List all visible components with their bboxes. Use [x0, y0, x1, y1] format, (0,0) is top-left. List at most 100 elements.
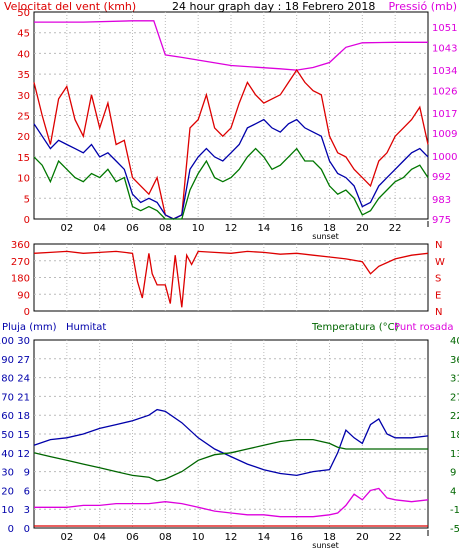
humidity-x-tick-label: 04 [93, 532, 106, 543]
temperature-y-tick-label: 4 [450, 486, 456, 497]
temperature-y-tick-label: 18 [450, 430, 459, 441]
humidity-x-tick-label: 08 [159, 532, 172, 543]
temperature-y-tick-label: 36 [450, 355, 459, 366]
direction-y-tick-label: 360 [11, 240, 30, 251]
wind-y-tick-label: 30 [17, 91, 30, 102]
temperature-y-tick-label: -5 [450, 524, 459, 535]
wind-gust-line [33, 68, 429, 220]
temperature-y-tick-label: -1 [450, 505, 459, 516]
direction-grid [34, 244, 428, 311]
wind-axis-title: Velocitat del vent (kmh) [4, 0, 136, 13]
humidity-series-layer [33, 408, 429, 527]
rain-y-tick-label: 9 [24, 468, 30, 479]
pressure-y-tick-label: 1000 [432, 152, 457, 163]
temperature-y-tick-label: 13 [450, 449, 459, 460]
pressure-y-tick-label: 975 [432, 215, 451, 226]
rain-y-tick-label: 21 [17, 392, 30, 403]
wind-x-tick-label: 22 [389, 223, 402, 234]
humidity-x-tick-label: 16 [290, 532, 303, 543]
wind-y-tick-label: 10 [17, 174, 30, 185]
tick-labels-layer: 0510152025303540455097598399210001009101… [0, 8, 459, 550]
rain-y-tick-label: 15 [17, 430, 30, 441]
compass-tick-label: S [435, 274, 441, 285]
humidity-axis-title: Humitat [66, 322, 106, 333]
humidity-line [33, 408, 429, 477]
humidity-y-tick-label: 30 [1, 468, 14, 479]
pressure-y-tick-label: 1017 [432, 109, 457, 120]
dewpoint-axis-title: Punt rosada [394, 322, 453, 333]
wind-low-line [33, 147, 429, 220]
wind-x-tick-label: 02 [60, 223, 73, 234]
wind-y-tick-label: 50 [17, 8, 30, 19]
direction-series-layer [33, 250, 429, 308]
wind-y-tick-label: 25 [17, 112, 30, 123]
temperature-line [33, 438, 428, 482]
direction-y-tick-label: 0 [24, 307, 30, 318]
temperature-y-tick-label: 31 [450, 374, 459, 385]
humidity-x-tick-label: 10 [192, 532, 205, 543]
wind-x-tick-label: 14 [257, 223, 270, 234]
humidity-y-tick-label: 40 [1, 449, 14, 460]
compass-tick-label: E [435, 290, 441, 301]
wind-x-tick-label: 06 [126, 223, 139, 234]
pressure-y-tick-label: 983 [432, 195, 451, 206]
humidity-y-tick-label: 10 [1, 505, 14, 516]
humidity-y-tick-label: 70 [1, 392, 14, 403]
wind-x-tick-label: 04 [93, 223, 106, 234]
rain-y-tick-label: 3 [24, 505, 30, 516]
pressure-y-tick-label: 992 [432, 172, 451, 183]
temperature-axis-title: Temperatura (°C) [311, 322, 399, 333]
rain-y-tick-label: 12 [17, 449, 30, 460]
humidity-grid [34, 340, 428, 528]
humidity-x-tick-label: 14 [257, 532, 270, 543]
chart-title: 24 hour graph day : 18 Febrero 2018 [172, 0, 375, 13]
wind-y-tick-label: 0 [24, 215, 30, 226]
humidity-y-tick-label: 20 [1, 486, 14, 497]
direction-y-tick-label: 180 [11, 274, 30, 285]
direction-y-tick-label: 270 [11, 257, 30, 268]
sunset-label: sunset [312, 541, 339, 550]
rain-y-tick-label: 27 [17, 355, 30, 366]
temperature-y-tick-label: 40 [450, 336, 459, 347]
humidity-x-tick-label: 22 [389, 532, 402, 543]
temperature-y-tick-label: 22 [450, 411, 459, 422]
wind-x-tick-label: 12 [225, 223, 238, 234]
wind-x-tick-label: 10 [192, 223, 205, 234]
rain-y-tick-label: 6 [24, 486, 30, 497]
pressure-y-tick-label: 1034 [432, 66, 457, 77]
compass-tick-label: N [435, 307, 442, 318]
wind-y-tick-label: 40 [17, 49, 30, 60]
pressure-line [34, 20, 428, 71]
wind-y-tick-label: 20 [17, 132, 30, 143]
wind-x-tick-label: 18 [323, 223, 336, 234]
dewpoint-line [34, 487, 429, 518]
wind-average-line [33, 118, 429, 220]
rain-y-tick-label: 0 [24, 524, 30, 535]
humidity-x-tick-label: 12 [225, 532, 238, 543]
rain-axis-title: Pluja (mm) [2, 322, 57, 333]
sunset-label: sunset [312, 232, 339, 241]
humidity-x-tick-label: 02 [60, 532, 73, 543]
wind-series-layer [33, 20, 429, 220]
compass-tick-label: W [435, 257, 445, 268]
humidity-x-tick-label: 18 [323, 532, 336, 543]
compass-tick-label: N [435, 240, 442, 251]
humidity-y-tick-label: 90 [1, 355, 14, 366]
wind-y-tick-label: 15 [17, 153, 30, 164]
wind-x-tick-label: 20 [356, 223, 369, 234]
wind-x-tick-label: 16 [290, 223, 303, 234]
wind-x-tick-label: 08 [159, 223, 172, 234]
direction-y-tick-label: 90 [17, 290, 30, 301]
wind-direction-line [33, 250, 429, 308]
humidity-y-tick-label: 100 [0, 336, 14, 347]
humidity-y-tick-label: 50 [1, 430, 14, 441]
pressure-axis-title: Pressió (mb) [388, 0, 457, 13]
pressure-y-tick-label: 1026 [432, 86, 457, 97]
wind-y-tick-label: 35 [17, 70, 30, 81]
rain-y-tick-label: 24 [17, 374, 30, 385]
humidity-x-tick-label: 20 [356, 532, 369, 543]
pressure-y-tick-label: 1051 [432, 23, 457, 34]
humidity-y-tick-label: 80 [1, 374, 14, 385]
